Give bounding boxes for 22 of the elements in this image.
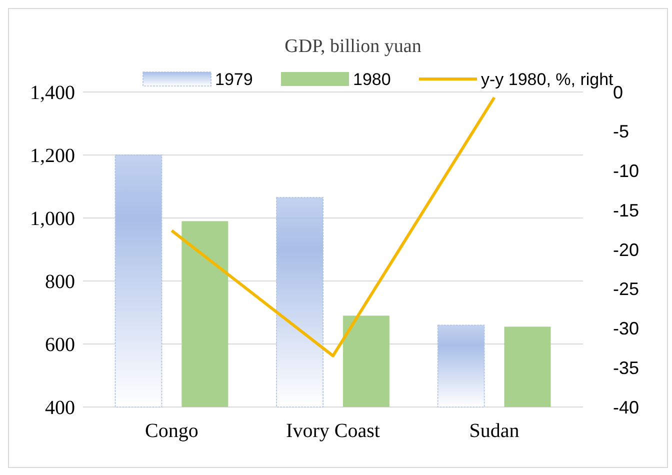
y2-tick-label: -35 [613, 358, 640, 378]
chart-title: GDP, billion yuan [284, 36, 422, 57]
y2-tick-label: -5 [613, 122, 630, 142]
y-tick-label: 800 [45, 271, 75, 293]
x-tick-label: Sudan [469, 420, 520, 442]
y2-tick-label: 0 [613, 82, 624, 102]
y-tick-label: 1,000 [30, 208, 75, 230]
y-tick-label: 1,200 [30, 145, 75, 167]
legend-label: y-y 1980, %, right [481, 70, 614, 89]
y-tick-label: 600 [45, 334, 75, 356]
y2-tick-label: -40 [613, 397, 640, 418]
x-tick-label: Ivory Coast [286, 420, 380, 442]
legend-label: 1980 [353, 70, 391, 89]
y2-tick-label: -30 [613, 318, 640, 339]
y-tick-label: 1,400 [30, 82, 75, 104]
y2-tick-label: -20 [613, 240, 640, 260]
legend-label: 1979 [215, 70, 253, 89]
y2-tick-label: -25 [613, 279, 640, 300]
y2-tick-label: -15 [613, 200, 640, 220]
x-tick-label: Congo [145, 420, 198, 442]
y-tick-label: 400 [45, 397, 75, 419]
y2-tick-label: -10 [613, 161, 640, 182]
